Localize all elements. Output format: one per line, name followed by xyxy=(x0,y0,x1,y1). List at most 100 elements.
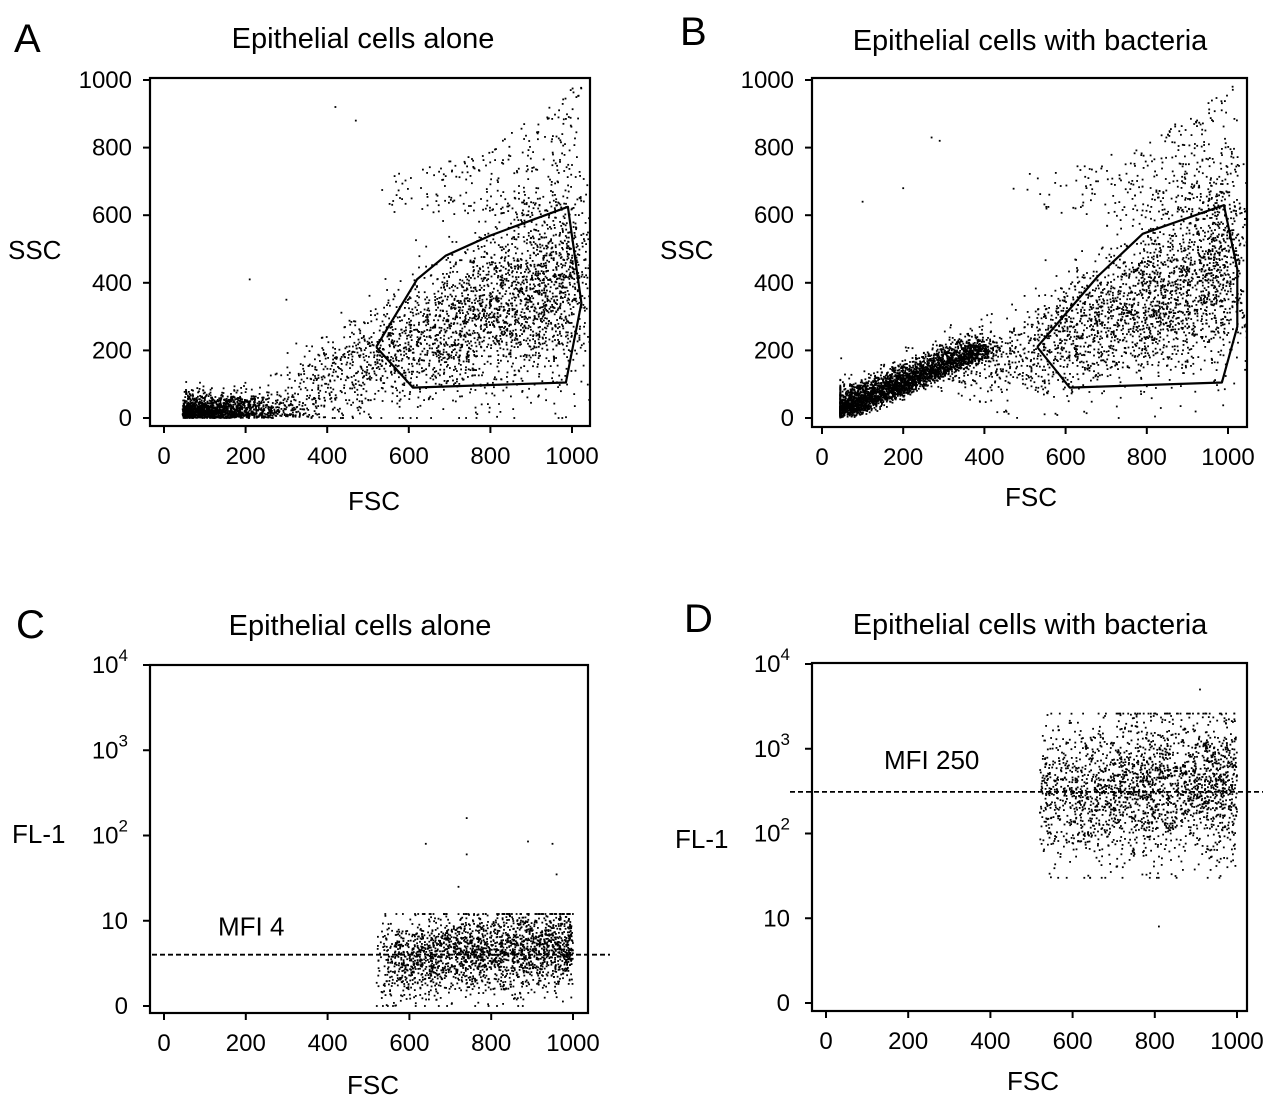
data-point xyxy=(306,377,309,380)
data-point xyxy=(546,297,549,300)
data-point xyxy=(518,265,520,268)
data-point xyxy=(473,308,476,311)
data-point xyxy=(206,401,209,404)
data-point xyxy=(462,338,465,341)
data-point xyxy=(511,333,514,335)
data-point xyxy=(317,392,320,394)
data-point xyxy=(847,409,850,412)
data-point xyxy=(578,248,581,251)
data-point xyxy=(523,312,526,314)
data-point xyxy=(318,354,321,357)
data-point xyxy=(450,344,453,346)
data-point xyxy=(201,401,204,404)
data-point xyxy=(893,383,896,386)
data-point xyxy=(450,303,453,306)
data-point xyxy=(185,390,188,393)
data-point xyxy=(339,390,342,392)
data-point xyxy=(515,304,518,307)
data-point xyxy=(343,384,346,387)
data-point xyxy=(218,416,220,418)
data-point xyxy=(426,204,429,207)
data-point xyxy=(543,236,546,239)
data-point xyxy=(586,184,589,187)
data-point xyxy=(222,405,224,408)
data-point xyxy=(523,293,525,296)
data-point xyxy=(332,341,334,344)
data-point xyxy=(501,206,504,209)
data-point xyxy=(450,325,452,327)
data-point xyxy=(483,323,486,326)
data-point xyxy=(323,354,326,357)
data-point xyxy=(569,89,572,91)
data-point xyxy=(500,305,503,308)
data-point xyxy=(515,342,518,345)
data-point xyxy=(529,283,531,286)
data-point xyxy=(205,395,207,397)
data-point xyxy=(249,400,252,403)
data-point xyxy=(459,354,461,357)
data-point xyxy=(418,357,421,360)
data-point xyxy=(428,364,431,367)
data-point xyxy=(392,298,395,301)
data-point xyxy=(536,274,538,277)
data-point xyxy=(229,413,231,416)
data-point xyxy=(401,366,403,369)
data-point xyxy=(267,394,269,397)
data-point xyxy=(564,316,567,319)
data-point xyxy=(363,410,366,413)
data-point xyxy=(564,264,566,267)
data-point xyxy=(496,289,499,292)
data-point xyxy=(519,341,522,343)
data-point xyxy=(558,340,560,343)
data-point xyxy=(559,139,562,142)
data-point xyxy=(483,289,485,291)
data-point xyxy=(507,310,509,312)
data-point xyxy=(411,273,414,276)
data-point xyxy=(558,234,561,237)
data-point xyxy=(871,402,874,405)
data-point xyxy=(458,362,460,365)
data-point xyxy=(457,342,460,345)
data-point xyxy=(395,356,398,359)
data-point xyxy=(530,401,532,404)
data-point xyxy=(538,341,540,344)
panel-c: C Epithelial cells alone FL-1 FSC xyxy=(12,603,491,1099)
data-point xyxy=(499,284,502,287)
data-point xyxy=(547,311,550,314)
data-point xyxy=(383,367,386,370)
data-point xyxy=(466,344,468,347)
data-point xyxy=(217,400,220,403)
data-point xyxy=(228,410,231,413)
data-point xyxy=(567,359,570,362)
data-point xyxy=(445,341,447,344)
data-point xyxy=(547,227,549,230)
data-point xyxy=(261,412,264,415)
data-point xyxy=(385,326,388,329)
data-point xyxy=(203,411,206,414)
data-point xyxy=(314,368,317,371)
data-point xyxy=(438,315,441,318)
data-point xyxy=(314,401,317,404)
data-point xyxy=(538,333,540,336)
data-point xyxy=(473,337,476,340)
data-point xyxy=(378,368,381,370)
data-point xyxy=(546,259,549,262)
data-point xyxy=(544,254,546,257)
data-point xyxy=(567,331,569,334)
data-point xyxy=(489,292,492,294)
data-point xyxy=(508,249,510,251)
data-point xyxy=(268,406,271,409)
data-point xyxy=(570,186,572,188)
data-point xyxy=(435,353,438,355)
data-point xyxy=(518,322,521,325)
data-point xyxy=(293,406,295,409)
data-point xyxy=(314,377,317,379)
data-point xyxy=(189,398,192,401)
data-point xyxy=(573,294,576,296)
data-point xyxy=(578,338,581,341)
data-point xyxy=(517,233,520,235)
data-point xyxy=(556,180,559,183)
data-point xyxy=(515,357,517,359)
data-point xyxy=(462,320,464,323)
data-point xyxy=(432,282,434,285)
